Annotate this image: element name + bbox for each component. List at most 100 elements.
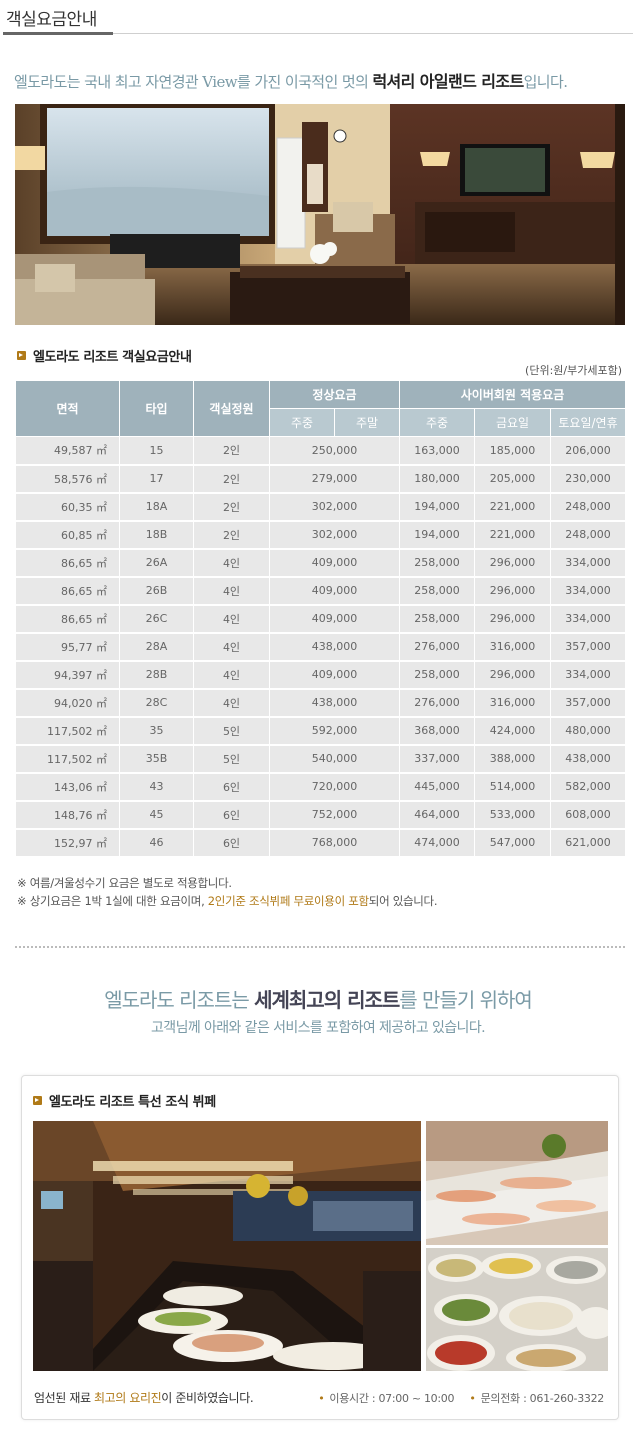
table-row: 94,020 ㎡ 28C 4인 438,000 276,000 316,000 357,00… [15,688,627,718]
unit-note: (단위:원/부가세포함) [525,364,622,377]
table-row: 94,397 ㎡ 28B 4인 409,000 258,000 296,000 334,00… [15,660,627,690]
cell-capacity: 6인 [193,828,270,858]
rates-table: 면적 타입 객실정원 정상요금 사이버회원 적용요금 주중 주말 주중 금요일 … [15,380,627,858]
cell-type: 46 [119,828,194,858]
col-regular-weekend: 주말 [333,408,401,437]
table-row: 86,65 ㎡ 26C 4인 409,000 258,000 296,000 334,000 [15,604,627,634]
cell-area: 60,35 ㎡ [15,492,120,522]
page-title: 객실요금안내 [6,10,97,30]
header-divider-accent [3,32,113,35]
cell-type: 45 [119,800,194,830]
cell-area: 49,587 ㎡ [15,436,120,466]
table-row: 86,65 ㎡ 26A 4인 409,000 258,000 296,000 334,000 [15,548,627,578]
table-row: 117,502 ㎡ 35B 5인 540,000 337,000 388,000 438,0… [15,744,627,774]
cell-member-weekday: 194,000 [399,492,476,522]
buffet-card: 엘도라도 리조트 특선 조식 뷔페 [21,1075,619,1420]
cell-regular: 409,000 [269,604,401,634]
table-row: 117,502 ㎡ 35 5인 592,000 368,000 424,000 480,00… [15,716,627,746]
buffet-caption: 엄선된 재료 최고의 요리진이 준비하였습니다. [34,1389,254,1406]
header-divider [3,33,633,34]
cell-member-friday: 296,000 [474,576,552,606]
services-headline-a: 엘도라도 리조트는 [104,988,255,1012]
table-row: 49,587 ㎡ 15 2인 250,000 163,000 185,000 206,000 [15,436,627,466]
cell-member-weekday: 276,000 [399,688,476,718]
cell-member-saturday: 248,000 [550,492,627,522]
cell-type: 18A [119,492,194,522]
cell-member-weekday: 258,000 [399,548,476,578]
cell-area: 94,397 ㎡ [15,660,120,690]
cell-area: 95,77 ㎡ [15,632,120,662]
bullet-dot-icon: • [469,1392,476,1405]
cell-member-weekday: 163,000 [399,436,476,466]
table-row: 95,77 ㎡ 28A 4인 438,000 276,000 316,000 357,000 [15,632,627,662]
cell-type: 26C [119,604,194,634]
services-heading: 엘도라도 리조트는 세계최고의 리조트를 만들기 위하여 고객님께 아래와 같은… [0,984,636,1037]
cell-type: 28C [119,688,194,718]
cell-area: 143,06 ㎡ [15,772,120,802]
cell-type: 17 [119,464,194,494]
cell-area: 152,97 ㎡ [15,828,120,858]
table-row: 86,65 ㎡ 26B 4인 409,000 258,000 296,000 334,000 [15,576,627,606]
cell-capacity: 6인 [193,772,270,802]
buffet-sushi-photo [426,1121,608,1245]
cell-regular: 720,000 [269,772,401,802]
cell-regular: 768,000 [269,828,401,858]
services-headline-c: 를 만들기 위하여 [399,988,533,1012]
cell-member-saturday: 334,000 [550,660,627,690]
buffet-caption-prefix: 엄선된 재료 [34,1391,95,1405]
cell-area: 86,65 ㎡ [15,548,120,578]
cell-member-friday: 221,000 [474,492,552,522]
cell-regular: 592,000 [269,716,401,746]
cell-member-saturday: 357,000 [550,688,627,718]
col-type: 타입 [119,380,194,437]
cell-member-saturday: 334,000 [550,548,627,578]
cell-member-friday: 205,000 [474,464,552,494]
cell-capacity: 4인 [193,548,270,578]
cell-type: 18B [119,520,194,550]
note-seasonal: ※ 여름/겨울성수기 요금은 별도로 적용합니다. [17,876,232,890]
note-breakfast-highlight: 2인기준 조식뷔페 무료이용이 포함 [207,894,369,908]
cell-member-saturday: 206,000 [550,436,627,466]
cell-regular: 409,000 [269,660,401,690]
cell-member-friday: 185,000 [474,436,552,466]
cell-member-friday: 514,000 [474,772,552,802]
cell-capacity: 2인 [193,520,270,550]
cell-regular: 250,000 [269,436,401,466]
intro-emphasis: 럭셔리 아일랜드 리조트 [372,72,524,91]
rates-section-title: 엘도라도 리조트 객실요금안내 [17,346,192,365]
note-breakfast: ※ 상기요금은 1박 1실에 대한 요금이며, 2인기준 조식뷔페 무료이용이 … [17,892,437,910]
cell-member-saturday: 334,000 [550,604,627,634]
cell-member-saturday: 608,000 [550,800,627,830]
cell-area: 60,85 ㎡ [15,520,120,550]
col-member-weekday: 주중 [399,408,476,437]
cell-type: 28B [119,660,194,690]
cell-capacity: 2인 [193,464,270,494]
cell-member-friday: 296,000 [474,604,552,634]
cell-member-saturday: 248,000 [550,520,627,550]
buffet-title-text: 엘도라도 리조트 특선 조식 뷔페 [49,1095,216,1110]
cell-member-weekday: 194,000 [399,520,476,550]
cell-regular: 302,000 [269,520,401,550]
col-capacity: 객실정원 [193,380,270,437]
cell-type: 26B [119,576,194,606]
cell-area: 117,502 ㎡ [15,716,120,746]
cell-capacity: 2인 [193,436,270,466]
cell-member-friday: 424,000 [474,716,552,746]
cell-member-weekday: 276,000 [399,632,476,662]
col-regular-weekday: 주중 [269,408,335,437]
table-row: 60,85 ㎡ 18B 2인 302,000 194,000 221,000 248,000 [15,520,627,550]
cell-regular: 409,000 [269,576,401,606]
cell-type: 35 [119,716,194,746]
col-member-rate: 사이버회원 적용요금 [399,380,627,409]
buffet-caption-highlight: 최고의 요리진 [94,1391,162,1405]
intro-prefix: 엘도라도는 국내 최고 자연경관 View를 가진 이국적인 멋의 [14,73,373,91]
cell-member-saturday: 334,000 [550,576,627,606]
table-row: 143,06 ㎡ 43 6인 720,000 445,000 514,000 582,000 [15,772,627,802]
cell-regular: 752,000 [269,800,401,830]
col-regular-rate: 정상요금 [268,380,401,409]
rates-section-title-text: 엘도라도 리조트 객실요금안내 [33,350,192,365]
col-member-friday: 금요일 [474,408,552,437]
cell-capacity: 5인 [193,744,270,774]
services-headline-b: 세계최고의 리조트 [254,988,400,1012]
cell-regular: 302,000 [269,492,401,522]
